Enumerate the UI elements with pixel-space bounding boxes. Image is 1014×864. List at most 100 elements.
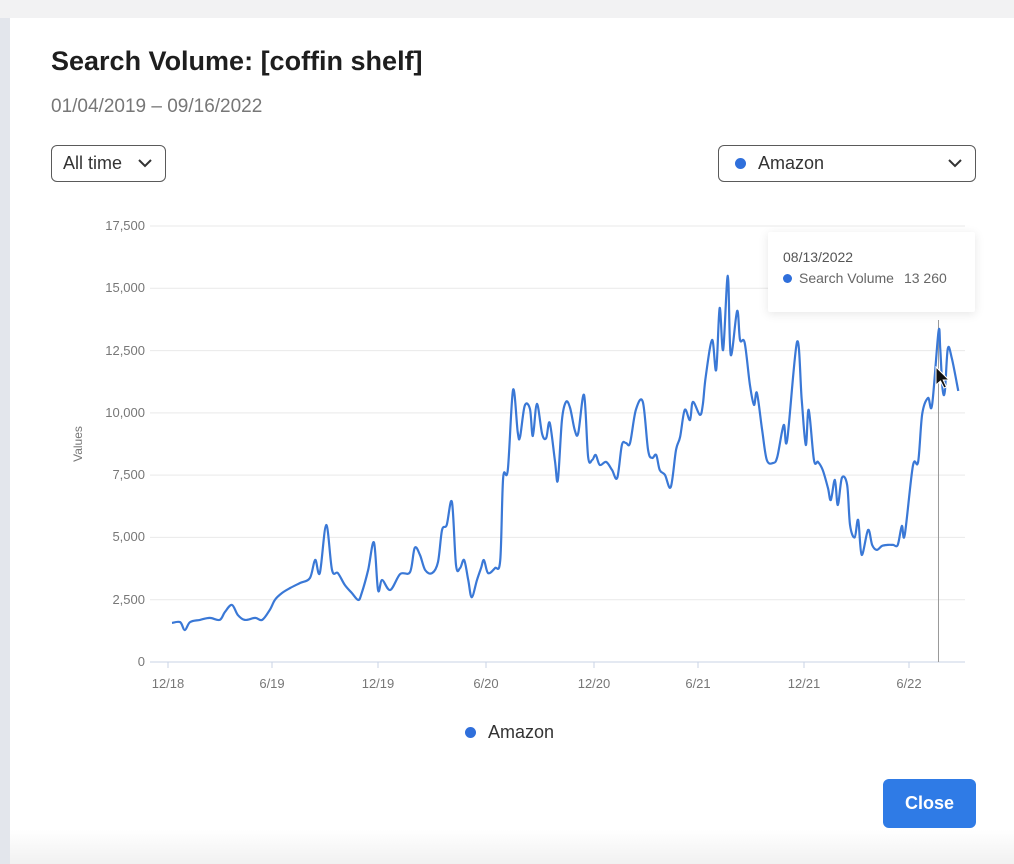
data-point[interactable] (522, 403, 528, 409)
data-point[interactable] (713, 367, 719, 373)
data-point[interactable] (267, 607, 273, 613)
data-point[interactable] (547, 420, 553, 426)
time-range-dropdown[interactable]: All time (51, 145, 166, 182)
data-point[interactable] (457, 565, 463, 571)
data-point[interactable] (902, 532, 908, 538)
data-point[interactable] (806, 407, 812, 413)
data-point[interactable] (784, 437, 790, 443)
data-point[interactable] (614, 475, 620, 481)
data-point[interactable] (759, 427, 765, 433)
data-point[interactable] (497, 557, 503, 563)
data-point[interactable] (417, 552, 423, 558)
data-point[interactable] (874, 547, 880, 553)
data-point[interactable] (949, 356, 955, 362)
close-button[interactable]: Close (883, 779, 976, 828)
data-point[interactable] (603, 459, 609, 465)
series-line-amazon[interactable] (171, 274, 960, 632)
data-point[interactable] (770, 460, 776, 466)
data-point[interactable] (700, 402, 706, 408)
data-point[interactable] (492, 565, 498, 571)
data-point[interactable] (563, 399, 569, 405)
data-point[interactable] (379, 577, 385, 583)
data-point[interactable] (375, 587, 381, 593)
data-point[interactable] (469, 594, 475, 600)
data-point[interactable] (847, 522, 853, 528)
data-point[interactable] (774, 454, 780, 460)
data-point[interactable] (444, 522, 450, 528)
data-point[interactable] (474, 577, 480, 583)
data-point[interactable] (342, 582, 348, 588)
data-point[interactable] (945, 346, 951, 352)
data-point[interactable] (799, 397, 805, 403)
data-point[interactable] (435, 559, 441, 565)
data-point[interactable] (371, 539, 377, 545)
data-point[interactable] (725, 273, 731, 279)
data-point[interactable] (668, 484, 674, 490)
data-point[interactable] (222, 609, 228, 615)
data-point[interactable] (287, 585, 293, 591)
data-point[interactable] (885, 542, 891, 548)
data-point[interactable] (852, 534, 858, 540)
data-point[interactable] (259, 617, 265, 623)
legend-item-amazon[interactable]: Amazon (465, 722, 554, 743)
data-point[interactable] (633, 407, 639, 413)
data-point[interactable] (895, 542, 901, 548)
data-point[interactable] (534, 401, 540, 407)
data-point[interactable] (662, 472, 668, 478)
data-point[interactable] (869, 542, 875, 548)
data-point[interactable] (781, 422, 787, 428)
data-point[interactable] (527, 406, 533, 412)
data-point[interactable] (597, 462, 603, 468)
data-point[interactable] (794, 339, 800, 345)
data-point[interactable] (197, 617, 203, 623)
data-point[interactable] (297, 580, 303, 586)
data-point[interactable] (929, 402, 935, 408)
data-point[interactable] (217, 617, 223, 623)
data-point[interactable] (543, 435, 549, 441)
data-point[interactable] (530, 433, 536, 439)
data-point[interactable] (329, 567, 335, 573)
source-dropdown[interactable]: Amazon (718, 145, 976, 182)
data-point[interactable] (312, 557, 318, 563)
data-point[interactable] (355, 597, 361, 603)
data-point[interactable] (747, 382, 753, 388)
data-point[interactable] (855, 517, 861, 523)
data-point[interactable] (844, 482, 850, 488)
data-point[interactable] (690, 399, 696, 405)
data-point[interactable] (335, 570, 341, 576)
data-point[interactable] (581, 392, 587, 398)
data-point[interactable] (485, 570, 491, 576)
data-point[interactable] (349, 590, 355, 596)
data-point[interactable] (169, 620, 175, 626)
data-point[interactable] (742, 340, 748, 346)
data-point[interactable] (307, 575, 313, 581)
data-point[interactable] (925, 395, 931, 401)
data-point[interactable] (640, 399, 646, 405)
data-point[interactable] (937, 346, 943, 352)
data-point[interactable] (397, 571, 403, 577)
data-point[interactable] (677, 434, 683, 440)
data-point[interactable] (955, 388, 961, 394)
data-point[interactable] (919, 411, 925, 417)
data-point[interactable] (229, 602, 235, 608)
data-point[interactable] (828, 497, 834, 503)
data-point[interactable] (517, 434, 523, 440)
data-point[interactable] (422, 567, 428, 573)
data-point[interactable] (835, 502, 841, 508)
data-point[interactable] (764, 457, 770, 463)
data-point[interactable] (510, 387, 516, 393)
data-point[interactable] (687, 417, 693, 423)
data-point[interactable] (645, 447, 651, 453)
data-point[interactable] (899, 523, 905, 529)
data-point[interactable] (682, 407, 688, 413)
data-point[interactable] (673, 447, 679, 453)
data-point[interactable] (589, 457, 595, 463)
data-point[interactable] (365, 567, 371, 573)
data-point[interactable] (252, 615, 258, 621)
data-point[interactable] (915, 459, 921, 465)
data-point[interactable] (879, 543, 885, 549)
data-point[interactable] (575, 430, 581, 436)
data-point[interactable] (182, 627, 188, 633)
data-point[interactable] (567, 405, 573, 411)
data-point[interactable] (709, 337, 715, 343)
